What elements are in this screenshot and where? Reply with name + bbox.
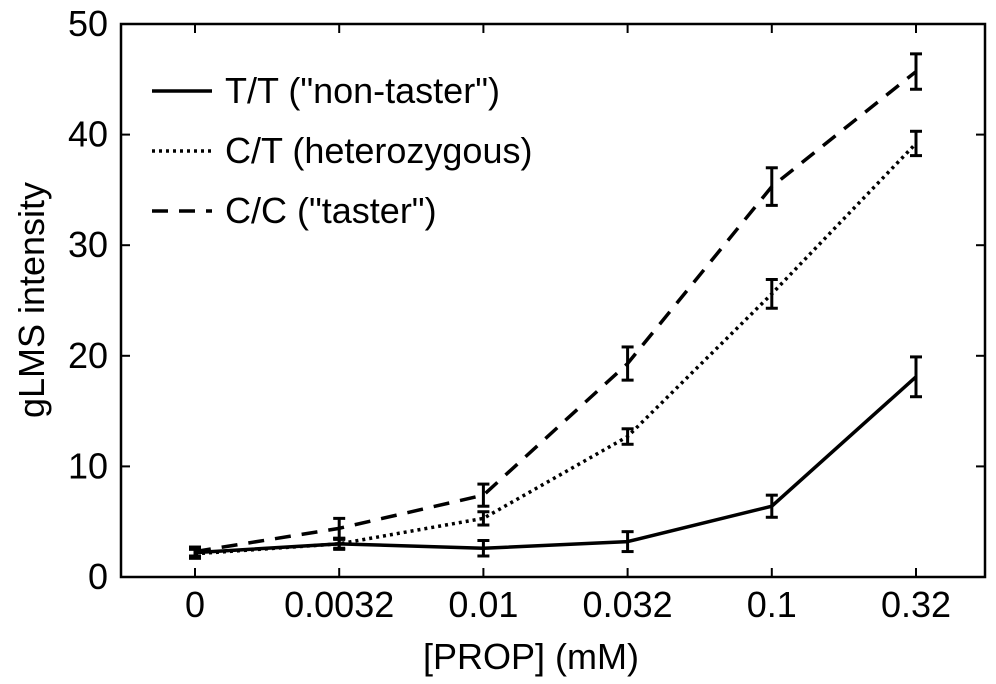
error-bar: [765, 166, 778, 207]
y-tick-label: 0: [88, 556, 108, 597]
error-bar: [765, 277, 778, 310]
y-tick-label: 10: [68, 445, 108, 486]
y-axis-label: gLMS intensity: [11, 182, 52, 418]
x-tick-label: 0.32: [881, 584, 951, 625]
error-bar: [765, 493, 778, 519]
series-line-2: [194, 142, 918, 556]
error-bar: [621, 345, 634, 382]
y-tick-label: 50: [68, 3, 108, 44]
error-bar: [621, 427, 634, 446]
error-bar: [621, 530, 634, 554]
x-axis-label: [PROP] (mM): [423, 636, 639, 677]
error-bar: [910, 129, 922, 158]
y-tick-label: 30: [68, 224, 108, 265]
plot-area-frame: [119, 22, 987, 579]
legend-label-2: C/T (heterozygous): [225, 130, 532, 171]
error-bar: [477, 482, 490, 508]
series-line-1: [194, 375, 918, 555]
error-bar: [910, 52, 922, 91]
y-tick-label: 40: [68, 114, 108, 155]
x-tick-label: 0.1: [747, 584, 797, 625]
error-bar: [477, 539, 490, 558]
y-tick-label: 20: [68, 335, 108, 376]
x-tick-label: 0.032: [583, 584, 673, 625]
x-tick-label: 0.0032: [284, 584, 394, 625]
legend: T/T ("non-taster") C/T (heterozygous) C/C …: [152, 70, 532, 231]
error-bar: [477, 510, 490, 527]
legend-label-3: C/C ("taster"): [225, 190, 437, 231]
ticks-layer: 0 0.0032 0.01 0.032 0.1 0.32 0 10 20 30 40 50: [68, 3, 985, 625]
error-bar: [910, 355, 922, 399]
x-tick-label: 0.01: [448, 584, 518, 625]
legend-label-1: T/T ("non-taster"): [225, 70, 500, 111]
error-bar: [189, 545, 201, 558]
x-tick-label: 0: [185, 584, 205, 625]
series-line-3: [194, 70, 918, 554]
marks-layer: [189, 52, 922, 560]
error-bar: [333, 516, 346, 540]
